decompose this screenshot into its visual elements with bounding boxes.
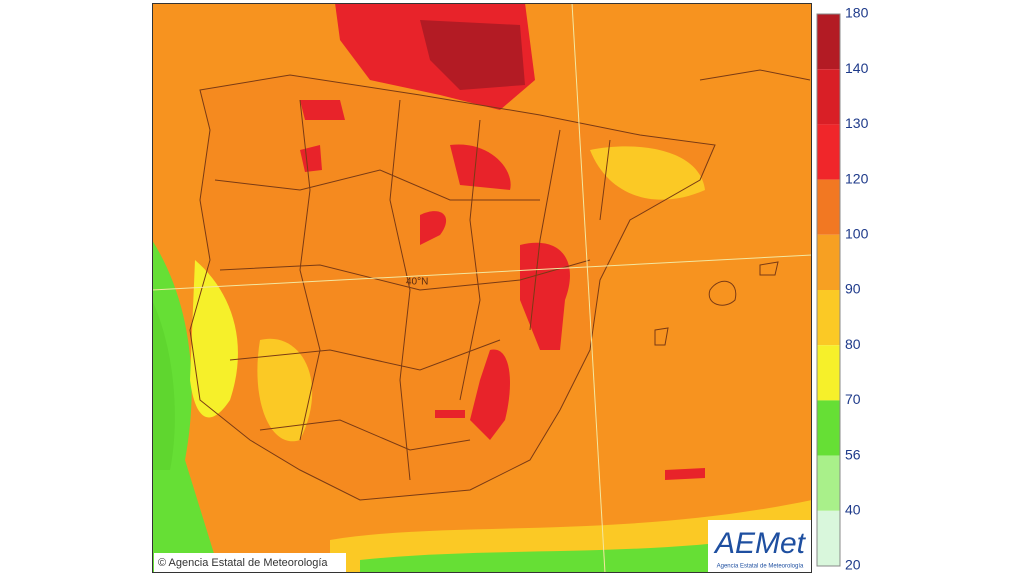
legend-label: 100 (845, 226, 869, 242)
legend-swatch (817, 234, 840, 290)
color-legend: 180 140 130 120 100 90 80 70 56 40 20 (816, 5, 869, 573)
legend-swatch (817, 400, 840, 456)
legend-swatch (817, 290, 840, 346)
legend-label: 70 (845, 391, 861, 407)
credit-box (154, 553, 346, 573)
legend-label: 130 (845, 115, 869, 131)
legend-label: 40 (845, 502, 861, 518)
legend-label: 56 (845, 446, 861, 462)
logo-name: AEMet (713, 527, 807, 560)
logo-box (708, 520, 812, 573)
map-frame (152, 3, 812, 573)
legend-frame (816, 13, 841, 567)
logo-subtitle: Agencia Estatal de Meteorología (717, 564, 804, 570)
latitude-label: 40°N (406, 277, 428, 288)
credit: © Agencia Estatal de Meteorología (158, 557, 328, 569)
legend-swatch (817, 179, 840, 235)
legend-swatch (817, 345, 840, 401)
map-field: 40°N © Agencia Estatal de Meteorología A… (152, 3, 812, 573)
legend-label: 180 (845, 5, 869, 21)
legend-swatch (817, 69, 840, 125)
legend-label: 140 (845, 60, 869, 76)
legend-swatch (817, 14, 840, 70)
legend-swatch (817, 510, 840, 566)
legend-label: 80 (845, 336, 861, 352)
legend-label: 20 (845, 557, 861, 573)
legend-swatch (817, 455, 840, 511)
legend-label: 90 (845, 281, 861, 297)
legend-swatch (817, 124, 840, 180)
legend-label: 120 (845, 170, 869, 186)
